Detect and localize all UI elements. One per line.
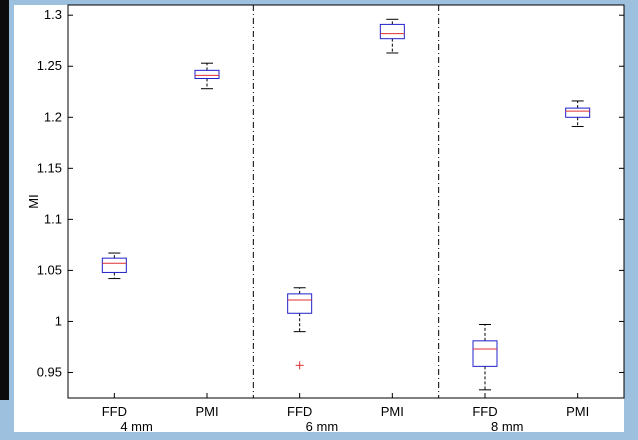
y-tick-label: 1.1 xyxy=(44,211,62,226)
category-label: FFD xyxy=(287,404,312,419)
group-label: 6 mm xyxy=(306,419,339,434)
box-iqr xyxy=(565,107,591,118)
figure: 1.3 1.25 1.2 1.15 1.1 1.05 1 0.95 MI FFD PMI 4 mm FF… xyxy=(14,0,638,440)
y-tick-label: 1.3 xyxy=(44,7,62,22)
y-tick-label: 1.2 xyxy=(44,109,62,124)
y-tick-label: 1.05 xyxy=(37,262,62,277)
box-iqr xyxy=(472,340,498,367)
dark-edge xyxy=(0,0,9,400)
y-tick-label: 1 xyxy=(55,313,62,328)
category-label: FFD xyxy=(472,404,497,419)
category-label: PMI xyxy=(566,404,589,419)
plot-frame xyxy=(67,4,625,399)
group-label: 8 mm xyxy=(491,419,524,434)
category-label: PMI xyxy=(381,404,404,419)
y-tick-label: 0.95 xyxy=(37,364,62,379)
y-tick-label: 1.25 xyxy=(37,58,62,73)
box-iqr xyxy=(101,257,127,273)
category-label: FFD xyxy=(102,404,127,419)
canvas xyxy=(14,5,624,432)
y-tick-label: 1.15 xyxy=(37,160,62,175)
box-iqr xyxy=(287,293,313,314)
window-edge xyxy=(0,0,14,440)
box-iqr xyxy=(194,69,220,79)
category-label: PMI xyxy=(195,404,218,419)
box-iqr xyxy=(379,23,405,40)
y-axis-label: MI xyxy=(26,194,41,208)
group-label: 4 mm xyxy=(120,419,153,434)
